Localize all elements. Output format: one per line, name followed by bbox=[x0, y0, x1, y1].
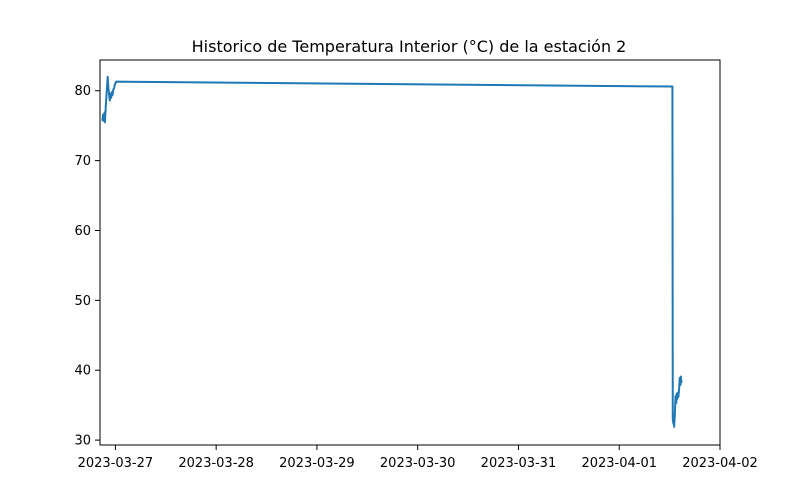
y-tick-label: 30 bbox=[74, 434, 91, 449]
x-tick-label: 2023-03-29 bbox=[279, 456, 355, 471]
x-tick-label: 2023-03-27 bbox=[78, 456, 154, 471]
y-tick-label: 70 bbox=[74, 154, 91, 169]
y-tick-label: 50 bbox=[74, 294, 91, 309]
x-tick-label: 2023-04-01 bbox=[581, 456, 657, 471]
chart-title: Historico de Temperatura Interior (°C) d… bbox=[192, 37, 627, 56]
axes-frame bbox=[99, 59, 721, 446]
x-tick-label: 2023-03-28 bbox=[178, 456, 254, 471]
y-tick-label: 60 bbox=[74, 224, 91, 239]
y-tick-label: 40 bbox=[74, 364, 91, 379]
x-tick-label: 2023-03-31 bbox=[481, 456, 557, 471]
x-axis: 2023-03-27 2023-03-28 2023-03-29 2023-03-30… bbox=[78, 445, 758, 471]
y-tick-label: 80 bbox=[74, 84, 91, 99]
plot-area bbox=[101, 75, 683, 428]
x-tick-label: 2023-04-02 bbox=[682, 456, 758, 471]
y-axis: 30 40 50 60 70 80 bbox=[74, 84, 100, 449]
x-tick-label: 2023-03-30 bbox=[380, 456, 456, 471]
series-line bbox=[101, 75, 683, 428]
